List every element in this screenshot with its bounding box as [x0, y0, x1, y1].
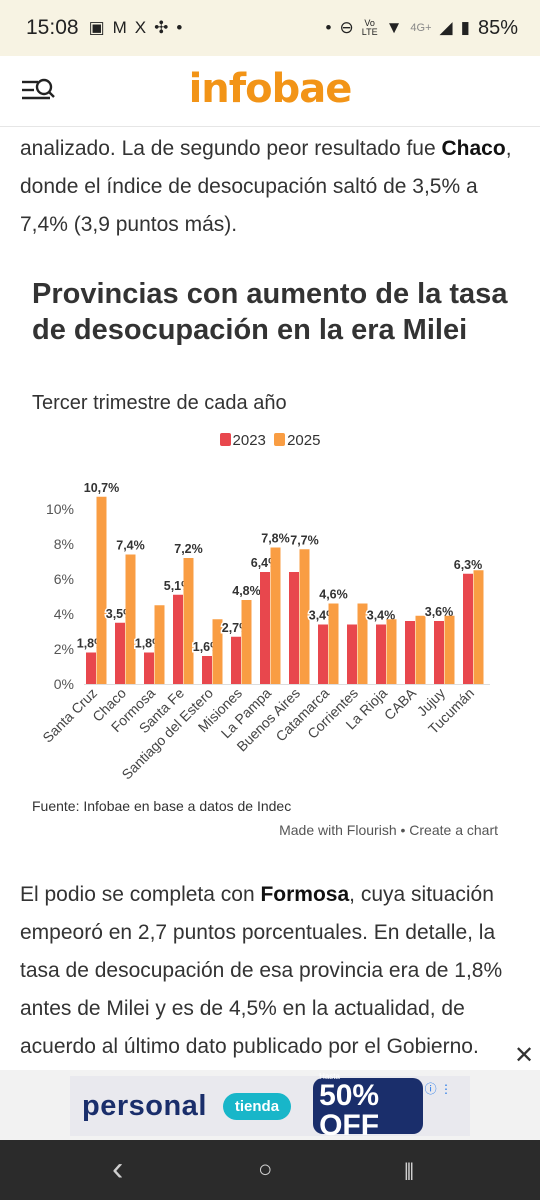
dot-icon: • — [176, 18, 183, 37]
bar-2023 — [405, 621, 415, 684]
chart-legend[interactable]: 2023 2025 — [0, 432, 540, 449]
volte-icon: Vo LTE — [361, 18, 378, 37]
network-type-label: 4G+ — [410, 22, 432, 34]
bar-2023 — [260, 572, 270, 684]
ad-brand: personal — [82, 1089, 207, 1122]
site-header: infobae — [0, 56, 540, 127]
flourish-credit[interactable]: Made with Flourish • Create a chart — [279, 822, 498, 838]
status-time: 15:08 — [26, 16, 79, 39]
legend-item-2025[interactable]: 2025 — [274, 432, 320, 449]
dot-icon: • — [325, 18, 332, 37]
bar-2023 — [144, 652, 154, 684]
y-tick-label: 10% — [46, 501, 74, 517]
bar-2023 — [318, 624, 328, 684]
bar-chart: 0%2%4%6%8%10%1,8%10,7%Santa Cruz3,5%7,4%… — [39, 479, 490, 783]
bar-2025 — [96, 496, 107, 684]
article-paragraph: El podio se completa con Formosa, cuya s… — [20, 883, 503, 1058]
y-tick-label: 2% — [54, 641, 74, 657]
battery-level: 85% — [477, 16, 518, 39]
chart-subtitle: Tercer trimestre de cada año — [32, 392, 287, 414]
y-tick-label: 0% — [54, 676, 74, 692]
navigation-bar: ‹ ○ ||| — [0, 1140, 540, 1200]
battery-icon: ▮ — [460, 18, 470, 37]
ad-creative[interactable]: personal tienda Hasta 50% OFF ⓘ ⋮ — [70, 1072, 470, 1140]
dnd-icon: ⊖ — [339, 18, 354, 37]
y-tick-label: 6% — [54, 571, 74, 587]
recents-icon[interactable]: ||| — [404, 1160, 414, 1180]
notification-icons: ▣ M X ✣ • — [89, 18, 183, 38]
ad-tienda-button[interactable]: tienda — [222, 1092, 292, 1120]
bar-2025 — [473, 570, 484, 684]
bar-2025 — [154, 605, 165, 684]
status-bar: 15:08 ▣ M X ✣ • • ⊖ Vo LTE ▼ 4G+ ◢ ▮ 85% — [0, 0, 540, 56]
bar-2025 — [212, 619, 223, 684]
ad-banner[interactable]: personal tienda Hasta 50% OFF ⓘ ⋮ — [0, 1070, 540, 1140]
bar-2025 — [328, 603, 339, 684]
bar-2023 — [347, 624, 357, 684]
bar-2023 — [173, 594, 183, 684]
bar-2025 — [386, 619, 397, 684]
infobae-logo[interactable]: infobae — [188, 66, 353, 112]
bar-2025 — [415, 615, 426, 684]
legend-swatch — [274, 433, 286, 446]
data-label: 7,2% — [174, 542, 203, 556]
system-icons: • ⊖ Vo LTE ▼ 4G+ ◢ ▮ 85% — [326, 17, 518, 40]
box-icon: ▣ — [88, 18, 105, 37]
home-icon[interactable]: ○ — [258, 1156, 273, 1183]
ad-info-icon[interactable]: ⓘ ⋮ — [424, 1082, 452, 1096]
bar-2023 — [231, 636, 241, 684]
bar-2023 — [434, 621, 444, 684]
pinwheel-icon: ✣ — [154, 18, 169, 37]
y-tick-label: 8% — [54, 536, 74, 552]
data-label: 7,8% — [261, 532, 290, 546]
bar-2025 — [270, 547, 281, 684]
bar-2023 — [86, 652, 96, 684]
bar-2023 — [289, 572, 299, 684]
bar-2023 — [463, 573, 473, 684]
legend-swatch — [219, 433, 231, 446]
wifi-icon: ▼ — [385, 18, 403, 37]
ad-close-button[interactable]: ✕ — [508, 1040, 540, 1070]
bar-2025 — [183, 558, 194, 684]
x-tick-label: CABA — [381, 684, 420, 723]
bar-2023 — [202, 656, 212, 684]
data-label: 4,6% — [319, 588, 348, 602]
bar-2025 — [299, 549, 310, 684]
x-icon: X — [134, 18, 147, 37]
data-label: 6,3% — [454, 558, 483, 572]
bar-2025 — [444, 615, 455, 684]
gmail-icon: M — [112, 18, 127, 37]
chart-title: Provincias con aumento de la tasa de des… — [32, 278, 508, 346]
data-label: 7,4% — [116, 539, 145, 553]
menu-search-icon[interactable] — [20, 76, 56, 106]
bar-2025 — [125, 554, 136, 684]
legend-item-2023[interactable]: 2023 — [219, 432, 266, 449]
bar-2023 — [115, 622, 125, 684]
back-icon[interactable]: ‹ — [112, 1150, 124, 1188]
chart-source: Fuente: Infobae en base a datos de Indec — [32, 798, 292, 814]
data-label: 4,8% — [232, 584, 261, 598]
bar-2023 — [376, 624, 386, 684]
data-label: 7,7% — [290, 533, 319, 547]
bar-2025 — [241, 600, 252, 684]
article-paragraph: analizado. La de segundo peor resultado … — [20, 137, 512, 236]
bar-2025 — [357, 603, 368, 684]
ad-offer: Hasta 50% OFF — [313, 1072, 424, 1140]
data-label: 10,7% — [84, 481, 119, 495]
signal-icon: ◢ — [439, 18, 453, 37]
y-tick-label: 4% — [54, 606, 74, 622]
